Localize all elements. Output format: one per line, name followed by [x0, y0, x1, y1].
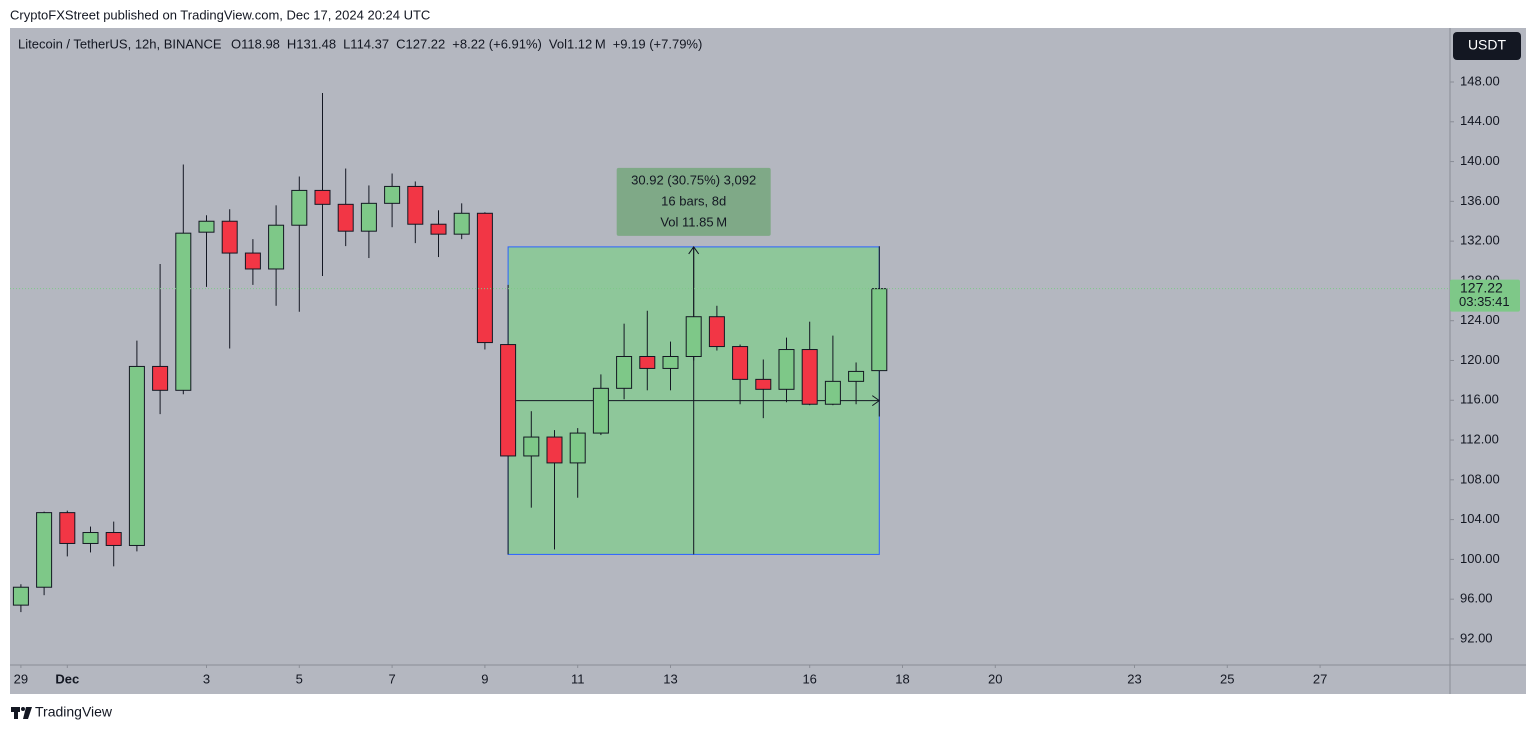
legend-item: +9.19 (+7.79%) — [613, 36, 703, 51]
legend-item: L114.37 — [343, 36, 389, 51]
candle-body — [801, 349, 818, 405]
candle-body — [337, 203, 354, 232]
candle-body — [360, 202, 377, 232]
candle-body — [453, 212, 470, 235]
measure-label: Vol 11.85 M — [660, 214, 727, 229]
x-tick-label: 25 — [1220, 671, 1234, 686]
candle-body — [592, 387, 609, 434]
candle-body — [732, 346, 749, 380]
y-tick-label: 136.00 — [1460, 193, 1500, 208]
price-label: 127.22 — [1460, 279, 1503, 295]
x-tick-label: 23 — [1127, 671, 1141, 686]
candle-body — [523, 436, 540, 457]
y-tick-label: 108.00 — [1460, 471, 1500, 486]
candle-body — [59, 512, 76, 544]
candle-body — [500, 344, 517, 457]
candle-body — [569, 432, 586, 464]
candle-body — [685, 316, 702, 357]
currency-button[interactable] — [1453, 32, 1521, 60]
candle-body — [105, 532, 122, 546]
candle-body — [546, 436, 563, 464]
x-tick-label: 7 — [388, 671, 395, 686]
x-tick-label: 11 — [571, 671, 585, 686]
candle-body — [152, 365, 169, 391]
x-tick-label: 29 — [14, 671, 28, 686]
candle-body — [639, 355, 656, 369]
candle-body — [848, 370, 865, 382]
footer-brand: TradingView — [35, 704, 113, 720]
x-tick-label: Dec — [55, 671, 79, 686]
measure-label: 30.92 (30.75%) 3,092 — [631, 172, 756, 187]
candle-body — [198, 220, 215, 233]
legend-item: O118.98 — [231, 36, 280, 51]
candle-body — [476, 212, 493, 344]
plot: 30.92 (30.75%) 3,092 16 bars, 8d Vol 11.85… — [12, 92, 888, 613]
candle-body — [291, 189, 308, 226]
x-tick-label: 20 — [988, 671, 1002, 686]
header: CryptoFXStreet published on TradingView.… — [10, 7, 430, 22]
y-tick-label: 140.00 — [1460, 153, 1500, 168]
x-tick-label: 9 — [481, 671, 488, 686]
x-tick-label: 18 — [895, 671, 909, 686]
candle-body — [36, 512, 53, 588]
y-tick-label: 124.00 — [1460, 312, 1500, 327]
legend-item: Vol1.12 M — [549, 36, 606, 51]
x-tick-label: 13 — [663, 671, 677, 686]
candle-body — [384, 185, 401, 204]
candle-body — [430, 223, 447, 235]
y-tick-label: 148.00 — [1460, 73, 1500, 88]
y-tick-label: 112.00 — [1460, 431, 1499, 446]
candle-body — [407, 185, 424, 225]
x-tick-label: 3 — [203, 671, 210, 686]
candle-body — [244, 252, 261, 270]
y-tick-label: 132.00 — [1460, 233, 1500, 248]
candle-body — [778, 349, 795, 390]
candle-body — [616, 355, 633, 389]
y-tick-label: 120.00 — [1460, 352, 1500, 367]
candle-body — [12, 586, 29, 606]
legend-symbol: Litecoin / TetherUS, 12h, BINANCE — [18, 36, 222, 51]
measure-tooltip — [616, 167, 771, 236]
candle-body — [824, 380, 841, 405]
candle-body — [175, 232, 192, 391]
y-tick-label: 96.00 — [1460, 591, 1493, 606]
legend-item: C127.22 — [396, 36, 445, 51]
currency-label[interactable]: USDT — [1468, 37, 1507, 53]
candle-body — [871, 288, 888, 372]
x-tick-label: 16 — [802, 671, 816, 686]
legend-item: +8.22 (+6.91%) — [452, 36, 542, 51]
candle-body — [314, 189, 331, 205]
price-label-box — [1450, 279, 1520, 312]
candle-body — [268, 224, 285, 270]
candle-body — [662, 355, 679, 369]
measure-label: 16 bars, 8d — [661, 193, 726, 208]
candle-body — [82, 532, 99, 544]
candle-body — [755, 378, 772, 390]
logo — [11, 707, 32, 719]
y-tick-label: 116.00 — [1460, 392, 1499, 407]
y-tick-label: 144.00 — [1460, 113, 1500, 128]
legend-item: H131.48 — [287, 36, 336, 51]
measure-arrow — [688, 246, 700, 255]
y-tick-label: 104.00 — [1460, 511, 1500, 526]
candle-body — [128, 365, 145, 546]
countdown: 03:35:41 — [1459, 294, 1510, 309]
x-tick-label: 5 — [296, 671, 303, 686]
x-tick-label: 27 — [1313, 671, 1327, 686]
candle-body — [708, 316, 725, 348]
y-tick-label: 92.00 — [1460, 630, 1493, 645]
y-tick-label: 100.00 — [1460, 551, 1500, 566]
candle-body — [221, 220, 238, 254]
